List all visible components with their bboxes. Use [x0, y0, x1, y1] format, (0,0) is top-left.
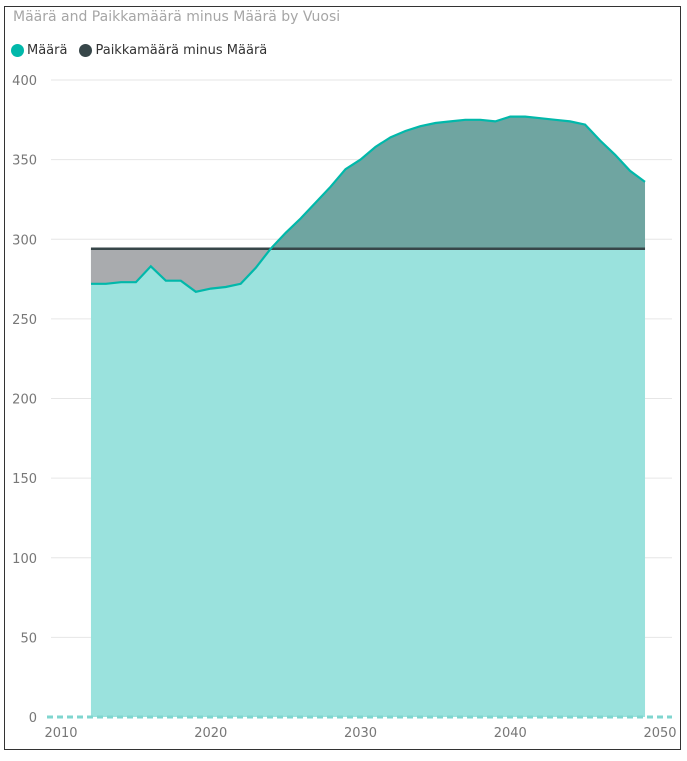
legend-marker-maara [11, 44, 24, 57]
maara-series-line [91, 115, 646, 293]
legend[interactable]: Määrä Paikkamäärä minus Määrä [11, 43, 279, 58]
y-tick-label: 0 [29, 711, 37, 726]
y-tick-label: 50 [20, 631, 37, 646]
x-tick-label: 2040 [494, 726, 527, 741]
x-tick-label: 2010 [44, 726, 77, 741]
y-tick-label: 250 [12, 313, 37, 328]
legend-item-maara[interactable]: Määrä [11, 43, 67, 58]
legend-item-difference[interactable]: Paikkamäärä minus Määrä [79, 43, 267, 58]
legend-marker-difference [79, 44, 93, 57]
chart-title: Määrä and Paikkamäärä minus Määrä by Vuo… [13, 9, 341, 25]
x-tick-label: 2020 [194, 726, 227, 741]
x-tick-label: 2030 [344, 726, 377, 741]
y-tick-label: 400 [12, 74, 37, 89]
maara-area [90, 248, 646, 718]
x-tick-label: 2050 [643, 726, 676, 741]
y-tick-label: 350 [12, 154, 37, 169]
y-tick-label: 100 [12, 552, 37, 567]
y-tick-label: 150 [12, 472, 37, 487]
difference-area-negative [270, 116, 646, 249]
legend-label-difference: Paikkamäärä minus Määrä [95, 43, 268, 58]
y-tick-label: 300 [12, 233, 37, 248]
legend-label-maara: Määrä [27, 43, 68, 58]
y-tick-label: 200 [12, 393, 37, 408]
